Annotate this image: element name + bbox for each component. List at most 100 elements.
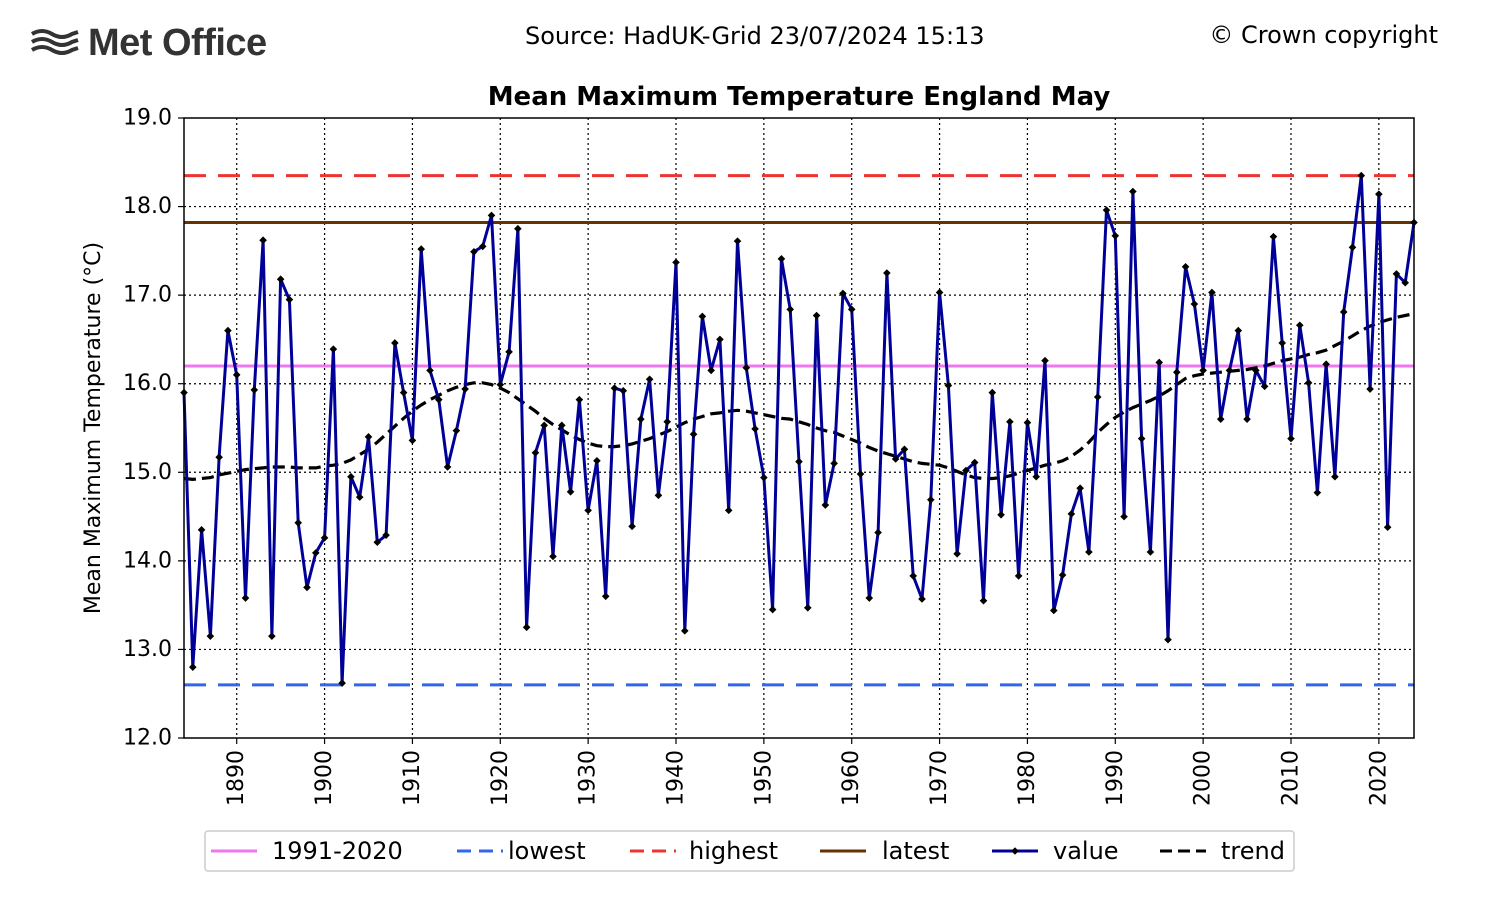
data-point — [821, 501, 830, 509]
data-point — [1243, 415, 1251, 423]
data-point — [1392, 270, 1401, 278]
data-point — [698, 312, 707, 321]
data-point — [777, 255, 786, 263]
data-point — [197, 526, 206, 534]
data-point — [1006, 418, 1014, 426]
copyright-text: © Crown copyright — [1209, 21, 1438, 49]
data-point — [1225, 366, 1234, 375]
data-point — [1260, 382, 1269, 391]
data-point — [1137, 434, 1146, 443]
data-point — [188, 663, 197, 671]
data-point — [1252, 366, 1260, 375]
data-point — [1287, 434, 1295, 443]
data-point — [909, 572, 918, 580]
data-point — [593, 456, 601, 465]
x-tick-label: 1890 — [224, 750, 249, 806]
data-point — [505, 348, 513, 356]
data-point — [452, 426, 461, 435]
data-point — [1278, 339, 1287, 347]
data-point — [1322, 360, 1330, 369]
data-point — [1076, 484, 1084, 493]
data-point — [1164, 635, 1172, 644]
data-point — [426, 366, 434, 375]
data-point — [856, 470, 865, 478]
data-point — [839, 289, 847, 298]
data-point — [900, 445, 909, 454]
data-point — [566, 487, 575, 496]
met-office-wave-icon — [30, 29, 79, 55]
data-point — [285, 295, 294, 304]
data-point — [355, 493, 364, 501]
data-point — [531, 449, 540, 457]
data-point — [654, 491, 663, 500]
plot-frame — [183, 117, 1415, 739]
data-point — [478, 242, 487, 251]
source-text: Source: HadUK-Grid 23/07/2024 15:13 — [525, 22, 985, 50]
x-tick-label: 1930 — [576, 750, 601, 806]
data-point — [1375, 190, 1383, 198]
x-tick-label: 2020 — [1366, 750, 1391, 806]
data-point — [619, 387, 628, 395]
data-point — [584, 506, 592, 515]
data-point — [1208, 288, 1216, 297]
y-tick-label: 18.0 — [123, 194, 172, 219]
data-point — [918, 595, 926, 603]
data-point — [689, 430, 698, 438]
data-point — [1085, 548, 1093, 556]
data-point — [1049, 606, 1058, 615]
data-point — [1093, 393, 1102, 401]
data-point — [522, 623, 531, 632]
data-point — [382, 531, 390, 539]
y-tick-label: 14.0 — [123, 548, 172, 573]
data-point — [716, 335, 724, 344]
data-point — [268, 632, 276, 640]
data-point — [1102, 206, 1111, 214]
grid — [184, 118, 1414, 738]
data-point — [1357, 171, 1366, 180]
axis-ticks: 1890 1900 1910 1920 1930 1940 1950 1960 1970 1980… — [123, 106, 1391, 807]
data-point — [953, 549, 961, 558]
data-point — [575, 395, 584, 404]
met-office-logo: Met Office — [30, 20, 267, 66]
data-point — [303, 583, 311, 592]
data-point — [865, 594, 874, 602]
data-point — [1366, 385, 1374, 393]
data-point — [724, 506, 733, 515]
y-tick-label: 12.0 — [123, 726, 172, 751]
data-point — [1014, 572, 1023, 580]
data-point — [329, 345, 338, 353]
data-point — [760, 473, 768, 482]
data-point — [470, 247, 478, 256]
legend: 1991-2020 lowest highest latest value trend — [204, 830, 1295, 872]
data-point — [926, 495, 935, 504]
legend-label-latest: latest — [882, 837, 949, 865]
data-point — [1032, 472, 1041, 481]
data-point — [294, 518, 303, 527]
x-tick-label: 1980 — [1015, 750, 1040, 806]
data-point — [206, 632, 215, 640]
value-line — [182, 174, 1416, 685]
series — [180, 171, 1418, 687]
data-point — [276, 275, 285, 283]
chart-title: Mean Maximum Temperature England May — [488, 82, 1111, 112]
data-point — [215, 453, 223, 462]
x-tick-label: 1990 — [1103, 750, 1128, 806]
data-point — [979, 596, 988, 605]
data-point — [232, 371, 241, 379]
data-point — [259, 236, 267, 245]
data-point — [1155, 358, 1164, 367]
data-point — [1023, 418, 1032, 427]
x-tick-label: 1900 — [312, 750, 337, 806]
data-point — [742, 363, 751, 372]
data-point — [417, 245, 426, 253]
data-point — [514, 224, 522, 233]
y-tick-label: 17.0 — [123, 283, 172, 308]
data-point — [707, 366, 715, 375]
data-point — [1216, 415, 1225, 423]
y-axis-label: Mean Maximum Temperature (°C) — [81, 242, 106, 614]
data-point — [962, 466, 970, 475]
data-point — [874, 528, 882, 537]
x-tick-label: 1960 — [839, 750, 864, 806]
data-point — [1199, 366, 1207, 375]
